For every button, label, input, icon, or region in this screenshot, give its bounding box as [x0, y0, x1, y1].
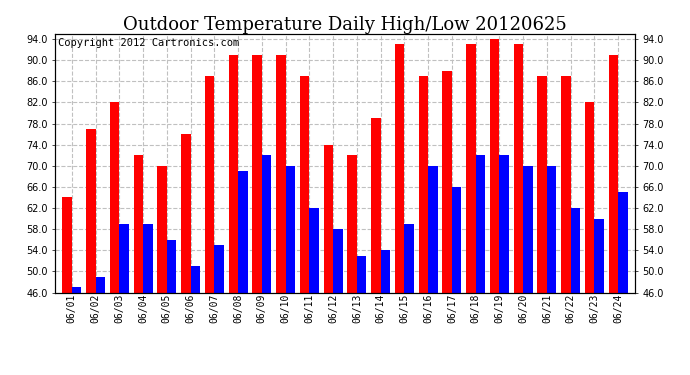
Bar	[475, 155, 485, 292]
Bar	[500, 155, 509, 292]
Bar	[466, 44, 475, 292]
Bar	[371, 118, 381, 292]
Bar	[357, 255, 366, 292]
Bar	[167, 240, 177, 292]
Bar	[262, 155, 271, 292]
Bar	[119, 224, 129, 292]
Bar	[205, 76, 215, 292]
Bar	[333, 229, 343, 292]
Bar	[395, 44, 404, 292]
Bar	[594, 219, 604, 292]
Bar	[347, 155, 357, 292]
Bar	[110, 102, 119, 292]
Bar	[143, 224, 152, 292]
Bar	[190, 266, 200, 292]
Bar	[286, 166, 295, 292]
Bar	[428, 166, 437, 292]
Bar	[324, 145, 333, 292]
Bar	[238, 171, 248, 292]
Bar	[62, 198, 72, 292]
Bar	[157, 166, 167, 292]
Bar	[228, 55, 238, 292]
Bar	[538, 76, 547, 292]
Bar	[618, 192, 628, 292]
Bar	[72, 287, 81, 292]
Bar	[309, 208, 319, 292]
Bar	[404, 224, 414, 292]
Bar	[86, 129, 96, 292]
Bar	[300, 76, 309, 292]
Bar	[585, 102, 594, 292]
Bar	[571, 208, 580, 292]
Bar	[523, 166, 533, 292]
Bar	[215, 245, 224, 292]
Bar	[609, 55, 618, 292]
Bar	[452, 187, 462, 292]
Bar	[513, 44, 523, 292]
Text: Copyright 2012 Cartronics.com: Copyright 2012 Cartronics.com	[58, 38, 239, 48]
Bar	[561, 76, 571, 292]
Bar	[442, 71, 452, 292]
Bar	[490, 39, 500, 292]
Bar	[547, 166, 556, 292]
Bar	[381, 250, 390, 292]
Bar	[96, 277, 105, 292]
Bar	[253, 55, 262, 292]
Bar	[419, 76, 428, 292]
Bar	[181, 134, 190, 292]
Title: Outdoor Temperature Daily High/Low 20120625: Outdoor Temperature Daily High/Low 20120…	[123, 16, 567, 34]
Bar	[276, 55, 286, 292]
Bar	[134, 155, 143, 292]
